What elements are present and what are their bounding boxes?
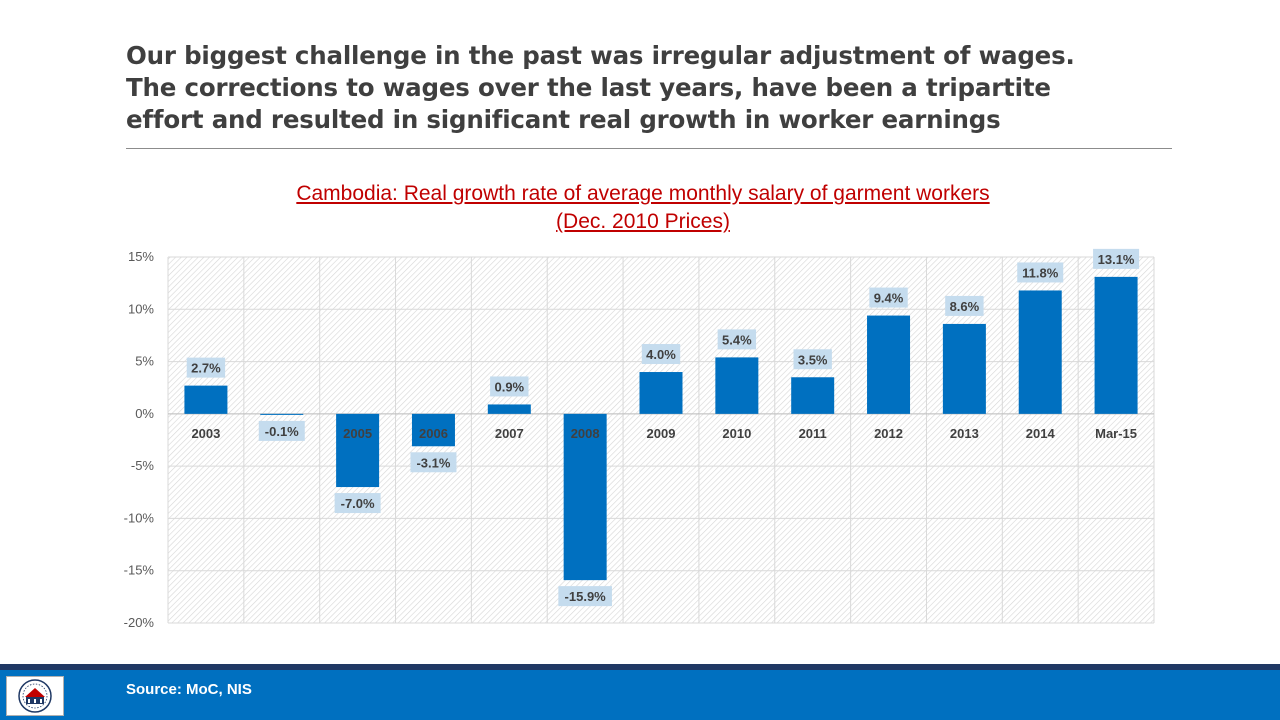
headline-divider [126, 148, 1172, 149]
data-label: 0.9% [490, 376, 529, 397]
data-label-text: 11.8% [1022, 265, 1059, 280]
x-tick-label: 2011 [799, 426, 827, 441]
data-label: 13.1% [1093, 248, 1140, 269]
y-tick-label: 5% [135, 354, 154, 369]
data-label: 2.7% [186, 357, 226, 378]
data-label: 11.8% [1017, 262, 1064, 283]
bar [563, 413, 607, 581]
bar [942, 323, 986, 414]
headline-line-1: Our biggest challenge in the past was ir… [126, 41, 1075, 70]
data-label: -7.0% [334, 493, 381, 514]
data-label-box [793, 349, 832, 370]
data-label-box [186, 357, 226, 378]
bar [336, 413, 380, 488]
data-label-box [641, 344, 681, 365]
data-label-text: 13.1% [1098, 252, 1135, 267]
data-labels: 2.7% -0.1% -7.0% -3.1% 0.9% -15.9% 4.0% 5.4% 3.5… [186, 248, 1140, 607]
source-note: Source: MoC, NIS [126, 681, 252, 698]
y-tick-label: 0% [135, 406, 154, 421]
x-tick-label: 2010 [722, 426, 751, 441]
data-label-box [869, 287, 908, 308]
bar [260, 413, 304, 415]
x-tick-label: 2007 [495, 426, 524, 441]
chart-title: Cambodia: Real growth rate of average mo… [296, 182, 990, 205]
bar [1018, 290, 1062, 414]
x-tick-label: 2013 [950, 426, 979, 441]
footer-bar [0, 670, 1280, 720]
x-tick-label: 2003 [191, 426, 220, 441]
data-label-text: -0.1% [265, 424, 299, 439]
data-label: -3.1% [410, 452, 457, 473]
data-label-text: 0.9% [494, 379, 524, 394]
data-label-text: -7.0% [341, 496, 375, 511]
plot-area [168, 257, 1154, 623]
data-label-box [1017, 262, 1064, 283]
x-tick-label: 2012 [874, 426, 903, 441]
bar [184, 385, 228, 414]
data-label: 4.0% [641, 344, 681, 365]
data-label: 9.4% [869, 287, 908, 308]
data-label-text: 4.0% [646, 347, 676, 362]
y-tick-label: -10% [124, 510, 155, 525]
bar-series [184, 276, 1138, 581]
bar [791, 377, 835, 414]
data-label: 5.4% [717, 329, 757, 350]
footer-divider [0, 664, 1280, 670]
x-tick-label: 2009 [647, 426, 676, 441]
y-tick-label: -5% [131, 458, 155, 473]
data-label: -15.9% [558, 586, 612, 607]
plot-background [168, 257, 1154, 623]
data-label-text: -3.1% [416, 455, 450, 470]
y-tick-label: 10% [128, 301, 154, 316]
bar-chart: 15%10%5%0%-5%-10%-15%-20%200320042005200… [124, 248, 1155, 630]
data-label-box [558, 586, 612, 607]
headline-line-3: effort and resulted in significant real … [126, 105, 1001, 134]
y-tick-label: 15% [128, 249, 154, 264]
data-label-text: -15.9% [565, 589, 607, 604]
x-tick-label: Mar-15 [1095, 426, 1137, 441]
bar [411, 413, 455, 447]
bar [487, 404, 531, 414]
data-label-box [945, 295, 984, 316]
x-tick-label: 2008 [571, 426, 600, 441]
data-label-box [410, 452, 457, 473]
x-tick-label: 2005 [343, 426, 372, 441]
data-label-text: 8.6% [950, 299, 980, 314]
headline-line-2: The corrections to wages over the last y… [126, 73, 1051, 102]
axis-ticks: 15%10%5%0%-5%-10%-15%-20%200320042005200… [124, 249, 1137, 630]
data-label: -0.1% [258, 420, 305, 441]
y-tick-label: -20% [124, 615, 155, 630]
data-label: 8.6% [945, 295, 984, 316]
data-label-box [490, 376, 529, 397]
chart-subtitle: (Dec. 2010 Prices) [556, 210, 730, 233]
chart-title-block: Cambodia: Real growth rate of average mo… [0, 180, 1280, 236]
y-tick-label: -15% [124, 563, 155, 578]
bar [639, 372, 683, 414]
data-label-box [717, 329, 757, 350]
federation-logo-icon [6, 676, 64, 716]
bar [867, 315, 911, 414]
x-tick-label: 2006 [419, 426, 448, 441]
data-label-text: 3.5% [798, 352, 828, 367]
data-label-box [334, 493, 381, 514]
x-tick-label: 2014 [1026, 426, 1056, 441]
data-label-text: 2.7% [191, 361, 221, 376]
data-label: 3.5% [793, 349, 832, 370]
data-label-box [1093, 248, 1140, 269]
bar [715, 357, 759, 414]
page-headline: Our biggest challenge in the past was ir… [126, 40, 1186, 136]
data-label-box [258, 420, 305, 441]
data-label-text: 9.4% [874, 291, 904, 306]
data-label-text: 5.4% [722, 332, 752, 347]
gridlines [167, 256, 1155, 624]
bar [1094, 276, 1138, 414]
